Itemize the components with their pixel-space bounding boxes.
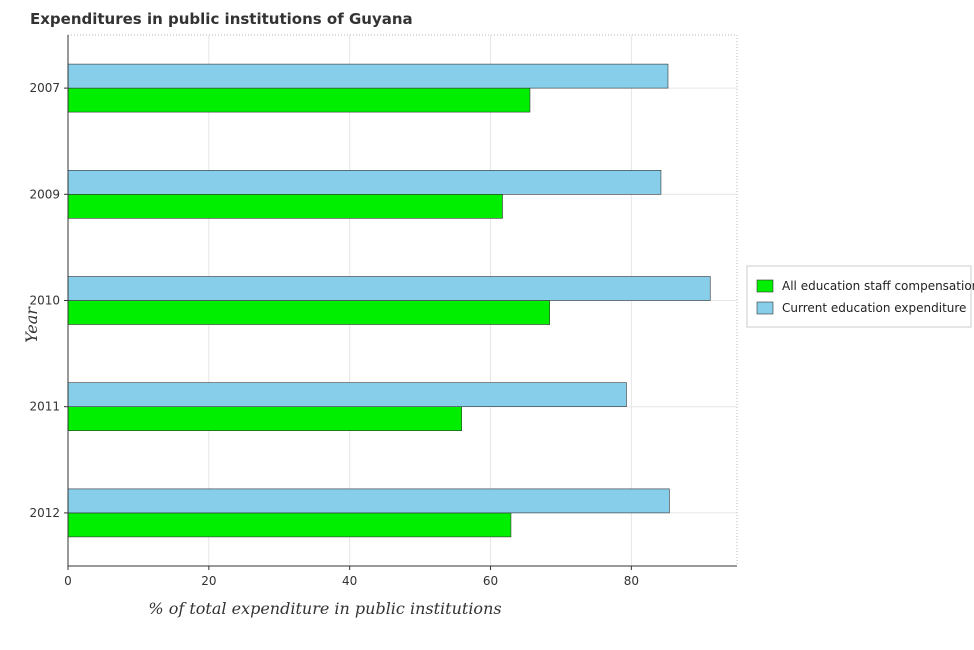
legend-label-current: Current education expenditure xyxy=(782,301,966,315)
y-tick-label: 2012 xyxy=(29,506,60,520)
bar-current-2010 xyxy=(67,276,711,301)
bar-staff-2010 xyxy=(67,300,550,325)
x-tick-label: 0 xyxy=(64,574,72,588)
y-tick-label: 2007 xyxy=(29,81,60,95)
bar-current-2012 xyxy=(67,488,670,514)
x-tick-label: 80 xyxy=(624,574,639,588)
x-tick-label: 40 xyxy=(342,574,357,588)
bar-current-2011 xyxy=(67,382,627,408)
y-tick-label: 2010 xyxy=(29,294,60,308)
x-tick-label: 60 xyxy=(483,574,498,588)
bar-current-2009 xyxy=(67,170,662,195)
x-tick-label: 20 xyxy=(201,574,216,588)
legend-label-staff: All education staff compensation xyxy=(782,279,974,293)
bars xyxy=(67,63,711,538)
bar-staff-2011 xyxy=(67,406,462,432)
bar-current-2007 xyxy=(67,63,669,89)
legend: All education staff compensation Current… xyxy=(746,265,974,328)
legend-swatch-staff xyxy=(756,279,774,293)
y-axis-label: Year xyxy=(22,306,41,343)
y-tick-label: 2011 xyxy=(29,400,60,414)
x-axis-label: % of total expenditure in public institu… xyxy=(148,599,501,618)
chart-title: Expenditures in public institutions of G… xyxy=(30,10,413,28)
legend-swatch-current xyxy=(756,301,774,315)
legend-box xyxy=(746,265,972,328)
bar-staff-2012 xyxy=(67,512,512,538)
y-tick-label: 2009 xyxy=(29,187,60,201)
bar-staff-2007 xyxy=(67,87,531,113)
axes: 0 20 40 60 80 2007 2009 2010 2011 2012 xyxy=(29,34,738,588)
bar-staff-2009 xyxy=(67,194,503,219)
